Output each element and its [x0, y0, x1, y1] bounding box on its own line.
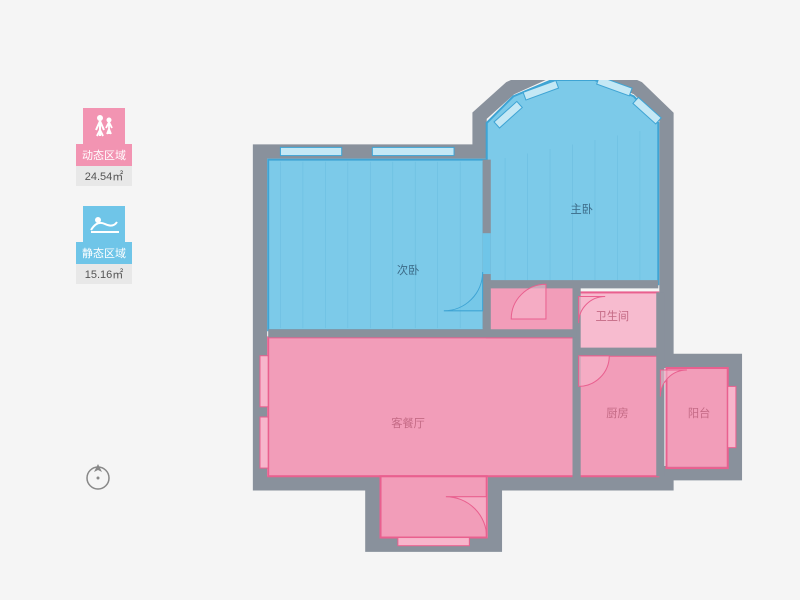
room-label-厨房: 厨房: [606, 407, 628, 420]
legend-item-static: 静态区域 15.16㎡: [76, 206, 132, 284]
room-label-卫生间: 卫生间: [596, 309, 630, 323]
legend: 动态区域 24.54㎡ 静态区域 15.16㎡: [76, 108, 132, 304]
legend-item-dynamic: 动态区域 24.54㎡: [76, 108, 132, 186]
floor-plan: 次卧 主卧卫生间厨房 阳台客餐厅: [240, 80, 760, 560]
legend-value-static: 15.16㎡: [76, 264, 132, 284]
legend-icon-static: [83, 206, 125, 242]
legend-icon-dynamic: [83, 108, 125, 144]
compass-icon: [82, 460, 114, 497]
room-label-阳台: 阳台: [688, 406, 710, 420]
room-label-主卧: 主卧: [570, 203, 592, 216]
room-label-次卧: 次卧: [397, 263, 419, 277]
legend-label-static: 静态区域: [76, 242, 132, 264]
room-label-客餐厅: 客餐厅: [391, 416, 425, 430]
legend-label-dynamic: 动态区域: [76, 144, 132, 166]
legend-value-dynamic: 24.54㎡: [76, 166, 132, 186]
